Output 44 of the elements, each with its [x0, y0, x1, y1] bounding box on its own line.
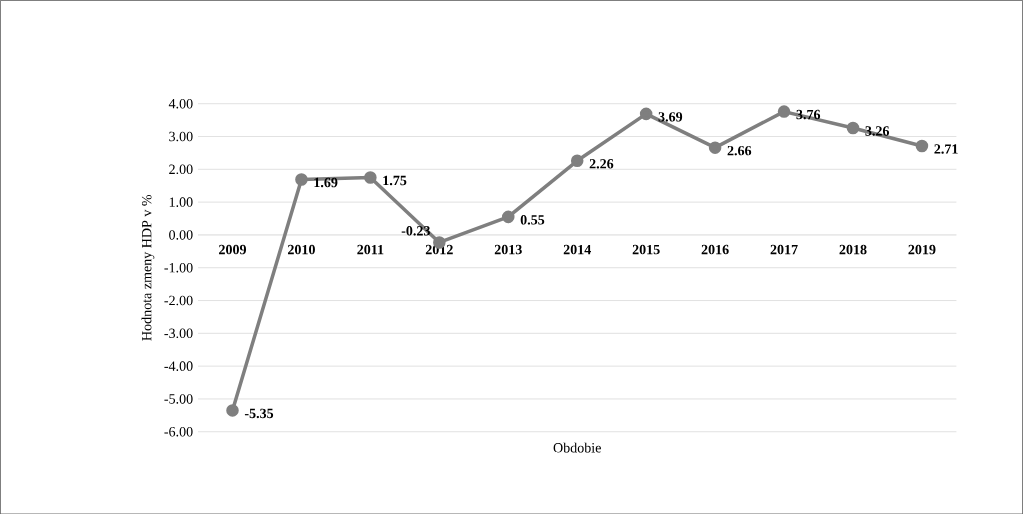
data-label: 3.76: [796, 109, 821, 120]
y-tick-label: 3.00: [169, 131, 193, 142]
data-label: 2.26: [589, 158, 614, 169]
x-tick-label: 2011: [357, 244, 384, 255]
y-tick-label: -3.00: [164, 328, 193, 338]
point: [846, 121, 860, 135]
y-tick-label: -6.00: [164, 426, 193, 437]
point: [501, 210, 515, 223]
x-tick-label: 2013: [494, 244, 522, 255]
y-tick-label: -1.00: [164, 262, 193, 273]
point: [777, 105, 791, 118]
y-tick-label: -4.00: [164, 361, 193, 371]
point: [295, 173, 308, 186]
point: [639, 107, 653, 120]
x-tick-label: 2014: [563, 244, 591, 255]
data-label: -5.35: [244, 408, 274, 418]
data-label: 0.55: [520, 214, 545, 225]
y-axis-title: Hodnota zmeny HDP v %: [141, 194, 155, 341]
point: [226, 403, 239, 417]
x-tick-label: 2015: [632, 244, 660, 255]
point: [570, 154, 584, 167]
data-label: 1.75: [383, 175, 407, 186]
x-tick-label: 2016: [701, 244, 729, 255]
x-tick-label: 2019: [908, 244, 936, 255]
point: [708, 141, 722, 154]
data-label: 3.69: [658, 111, 683, 122]
x-tick-label: 2009: [219, 244, 247, 255]
x-tick-label: 2010: [287, 244, 315, 255]
y-tick-label: 1.00: [169, 197, 193, 207]
data-label: 3.26: [865, 126, 890, 136]
data-label: 1.69: [314, 177, 338, 188]
point: [915, 139, 929, 153]
point: [364, 171, 377, 184]
y-tick-label: 2.00: [169, 164, 193, 174]
data-label: -0.23: [401, 225, 430, 236]
data-label: 2.66: [727, 145, 752, 156]
y-tick-label: 0.00: [169, 229, 193, 240]
y-tick-label: -5.00: [164, 393, 193, 404]
x-axis-title: Obdobie: [553, 442, 601, 453]
y-tick-label: 4.00: [168, 98, 193, 109]
y-tick-label: -2.00: [164, 295, 193, 306]
data-label: 2.71: [934, 144, 958, 154]
x-tick-label: 2018: [839, 244, 867, 255]
x-tick-label: 2017: [770, 244, 798, 255]
